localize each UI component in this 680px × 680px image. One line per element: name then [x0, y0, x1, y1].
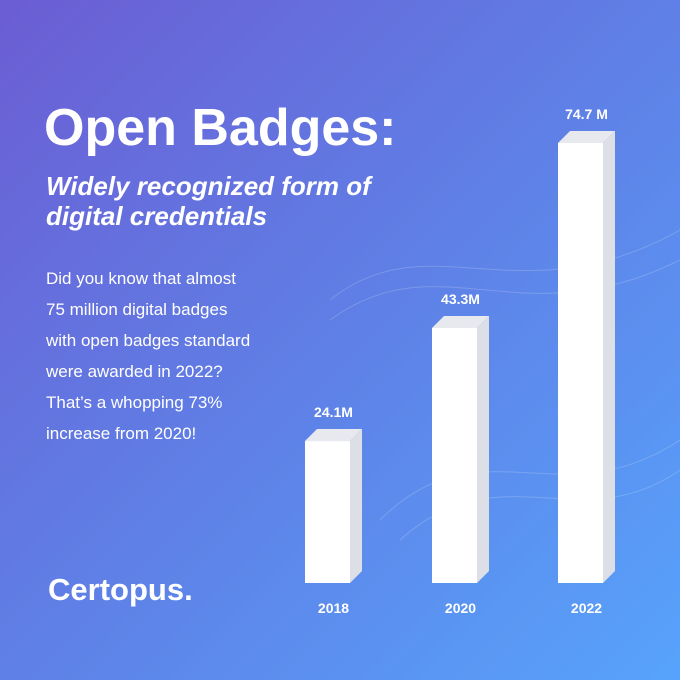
description-line: increase from 2020!: [46, 424, 196, 443]
description-line: 75 million digital badges: [46, 300, 227, 319]
x-tick-label: 2018: [318, 600, 349, 616]
bar: [305, 441, 350, 583]
bar-side: [603, 131, 615, 583]
bar-chart: 24.1M 2018 43.3M 2020 74.7 M 2022: [305, 106, 615, 616]
description-line: were awarded in 2022?: [45, 362, 223, 381]
description-line: with open badges standard: [45, 331, 250, 350]
description-line: Did you know that almost: [46, 269, 236, 288]
subtitle-line: digital credentials: [46, 201, 267, 231]
value-label: 43.3M: [441, 291, 480, 307]
description-line: That’s a whopping 73%: [46, 393, 222, 412]
bar-side: [350, 429, 362, 583]
bar: [558, 143, 603, 583]
description: Did you know that almost 75 million digit…: [45, 269, 250, 443]
bar-side: [477, 315, 489, 583]
value-label: 74.7 M: [565, 106, 608, 122]
x-tick-label: 2022: [571, 600, 602, 616]
bar: [432, 327, 477, 583]
brand-logo: Certopus.: [48, 572, 193, 607]
value-label: 24.1M: [314, 404, 353, 420]
bar-top: [558, 131, 615, 143]
bar-top: [305, 429, 362, 442]
subtitle-line: Widely recognized form of: [46, 171, 373, 201]
x-tick-label: 2020: [445, 600, 476, 616]
bar-top: [432, 315, 489, 328]
title: Open Badges:: [44, 99, 397, 157]
